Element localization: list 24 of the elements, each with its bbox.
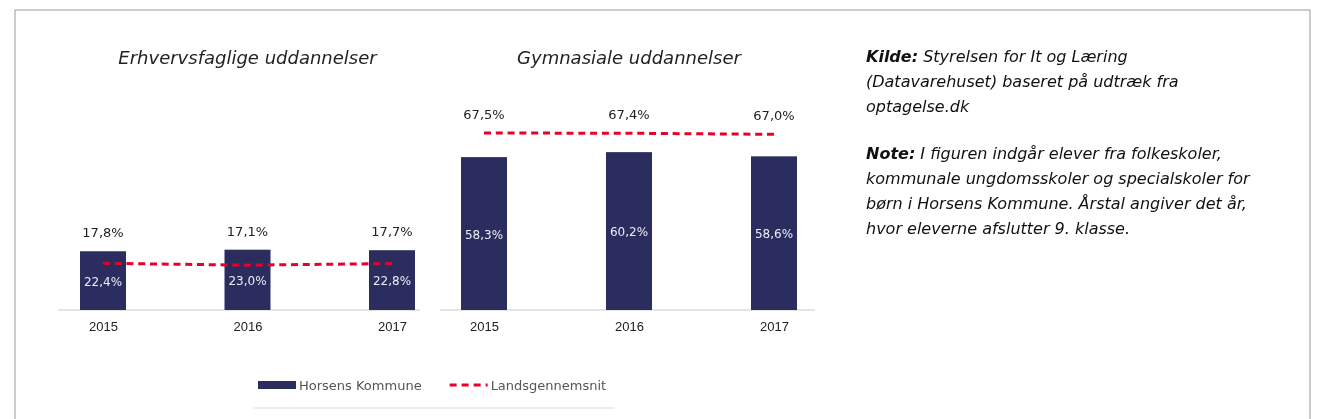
x-tick-label: 2015 bbox=[470, 319, 499, 335]
legend-label: Horsens Kommune bbox=[299, 378, 422, 393]
data-label: 22,8% bbox=[372, 274, 412, 289]
data-label: 58,3% bbox=[464, 227, 504, 242]
x-tick-label: 2016 bbox=[233, 319, 263, 335]
text: Note: I figuren indgår elever fra folkeskoler, kommunale ungdomsskoler og specialskoler for børn i Horsens Kommune. Årstal angiver det år, hvor eleverne afslutter 9. klasse. bbox=[866, 144, 1251, 238]
x-tick-label: 2016 bbox=[615, 319, 644, 335]
x-tick-label: 2017 bbox=[760, 319, 789, 335]
data-label: 17,8% bbox=[82, 225, 124, 241]
data-label: 58,6% bbox=[754, 227, 794, 242]
data-label: 67,5% bbox=[463, 107, 505, 122]
data-label: 17,1% bbox=[226, 223, 269, 239]
data-label: 67,0% bbox=[753, 108, 795, 124]
data-label: 22,4% bbox=[83, 274, 123, 289]
data-label: 23,0% bbox=[228, 273, 267, 288]
chart-title: Gymnasiale uddannelser bbox=[517, 47, 743, 68]
data-label: 60,2% bbox=[609, 225, 649, 240]
x-tick-label: 2017 bbox=[378, 319, 407, 335]
x-tick-label: 2015 bbox=[89, 319, 118, 335]
data-label: 17,7% bbox=[371, 224, 413, 240]
legend-label: Landsgennemsnit bbox=[490, 378, 607, 393]
chart-title: Erhvervsfaglige uddannelser bbox=[118, 47, 379, 68]
text: Kilde: Styrelsen for It og Læring (Datavarehuset) baseret på udtræk fra optagelse.dk bbox=[866, 47, 1179, 116]
data-label: 67,4% bbox=[608, 107, 650, 123]
